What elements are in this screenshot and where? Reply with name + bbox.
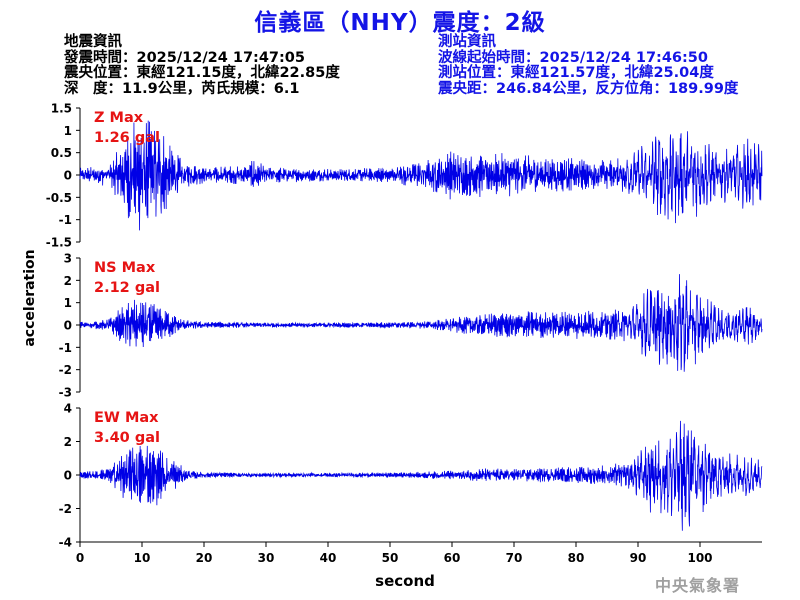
ns-max-label: NS Max [94, 260, 156, 276]
z-y-tick-label: 1 [64, 124, 72, 138]
ew-y-tick-label: 0 [64, 469, 72, 483]
ns-y-tick-label: 2 [64, 274, 72, 288]
ew-max-value: 3.40 gal [94, 430, 160, 446]
earthquake-info: 地震資訊 發震時間：2025/12/24 17:47:05 震央位置：東經121… [64, 34, 340, 97]
ns-y-tick-label: -3 [59, 386, 72, 400]
z-y-tick-label: 0 [64, 169, 72, 183]
x-tick-label: 10 [134, 551, 151, 565]
x-tick-label: 50 [382, 551, 399, 565]
depth-magnitude: 深 度：11.9公里，芮氏規模：6.1 [64, 80, 300, 97]
waveform-start-time: 波線起始時間：2025/12/24 17:46:50 [438, 49, 708, 66]
z-y-tick-label: -0.5 [46, 191, 72, 205]
x-tick-label: 80 [568, 551, 585, 565]
z-y-tick-label: -1 [59, 213, 72, 227]
agency-watermark: 中央氣象署 [655, 576, 741, 595]
z-max-box: Z Max 1.26 gal [94, 108, 160, 148]
origin-time: 發震時間：2025/12/24 17:47:05 [64, 49, 305, 66]
x-tick-label: 70 [506, 551, 523, 565]
station-info: 測站資訊 波線起始時間：2025/12/24 17:46:50 測站位置：東經1… [438, 34, 739, 97]
station-location: 測站位置：東經121.57度，北緯25.04度 [438, 65, 714, 81]
ew-y-tick-label: -4 [59, 536, 72, 550]
epicenter-location: 震央位置：東經121.15度，北緯22.85度 [64, 65, 340, 81]
ns-y-tick-label: 3 [64, 252, 72, 266]
x-tick-label: 30 [258, 551, 275, 565]
ns-max-value: 2.12 gal [94, 280, 160, 296]
ew-y-tick-label: 2 [64, 435, 72, 449]
x-tick-label: 20 [196, 551, 213, 565]
ns-y-tick-label: 1 [64, 296, 72, 310]
ew-max-box: EW Max 3.40 gal [94, 408, 160, 448]
ew-waveform [79, 420, 763, 531]
z-y-tick-label: 0.5 [51, 146, 72, 160]
ns-waveform [79, 274, 763, 372]
x-tick-label: 60 [444, 551, 461, 565]
x-tick-label: 40 [320, 551, 337, 565]
ew-y-tick-label: 4 [64, 402, 72, 416]
ew-y-tick-label: -2 [59, 502, 72, 516]
ns-y-tick-label: -1 [59, 341, 72, 355]
z-waveform [79, 120, 763, 231]
z-max-label: Z Max [94, 110, 144, 126]
chart-title: 信義區（NHY）震度：2級 [254, 10, 546, 36]
ns-max-box: NS Max 2.12 gal [94, 258, 160, 298]
y-axis-label: acceleration [22, 249, 38, 347]
ew-max-label: EW Max [94, 410, 159, 426]
z-max-value: 1.26 gal [94, 130, 160, 146]
earthquake-info-heading: 地震資訊 [64, 34, 122, 50]
x-tick-label: 100 [687, 551, 712, 565]
x-tick-label: 90 [630, 551, 647, 565]
z-y-tick-label: -1.5 [46, 236, 72, 250]
ns-y-tick-label: 0 [64, 319, 72, 333]
x-axis-label: second [375, 572, 435, 590]
ns-y-tick-label: -2 [59, 363, 72, 377]
z-y-tick-label: 1.5 [51, 102, 72, 116]
station-info-heading: 測站資訊 [438, 34, 496, 50]
epicentral-distance: 震央距：246.84公里，反方位角：189.99度 [438, 80, 739, 97]
x-tick-label: 0 [76, 551, 84, 565]
